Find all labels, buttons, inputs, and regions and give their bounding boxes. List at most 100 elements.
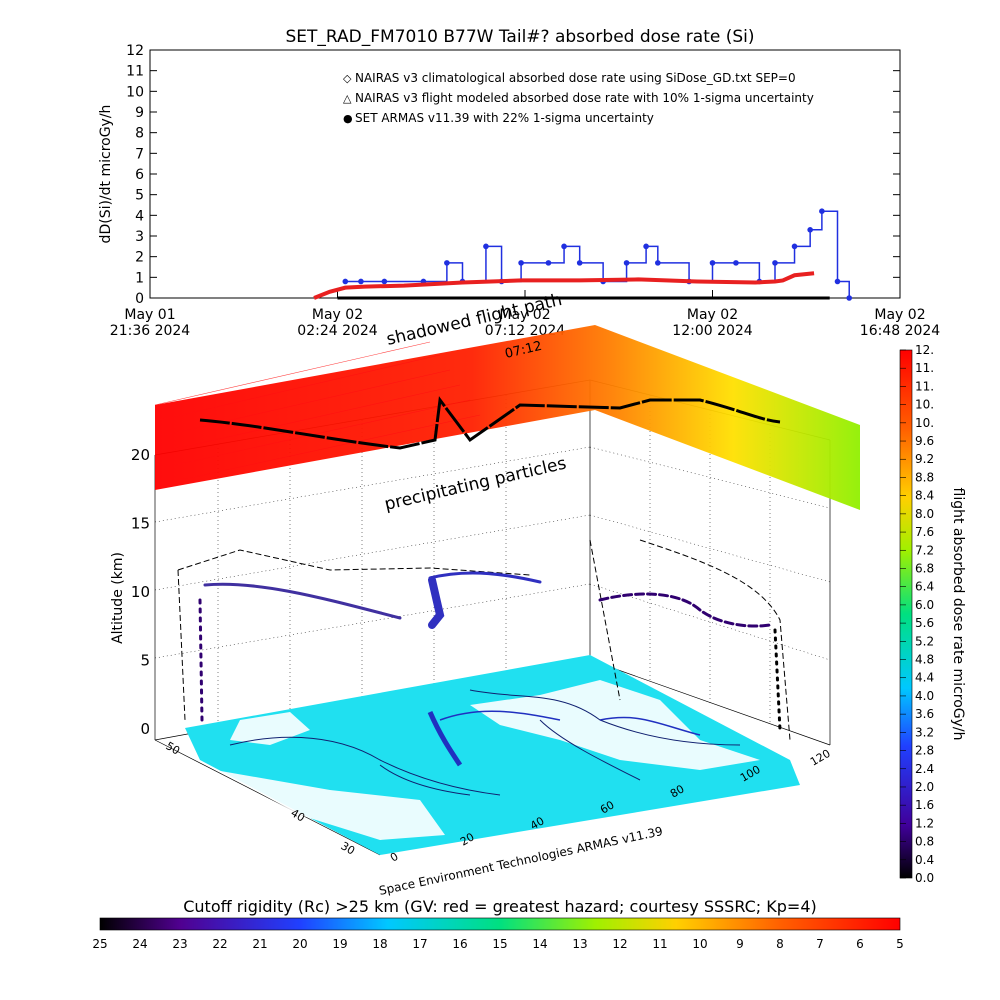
data-point-armas [709,260,716,266]
right-colorbar-tick-label: 8.4 [915,489,934,503]
bottom-colorbar-tick-label: 25 [92,937,107,951]
data-point-armas [561,243,567,250]
data-point-armas [518,260,524,266]
legend-label: NAIRAS v3 flight modeled absorbed dose r… [355,91,814,105]
altitude-tick-label: 10 [131,583,150,601]
x-tick-date: May 02 [687,307,738,323]
right-colorbar-tick-label: 4.8 [915,653,934,667]
right-colorbar-tick-label: 5.6 [915,616,934,630]
y-axis-label: dD(Si)/dt microGy/h [98,105,114,244]
legend-marker: ◇ [343,72,352,85]
bottom-colorbar-tick-label: 8 [776,937,784,951]
chart-title: SET_RAD_FM7010 B77W Tail#? absorbed dose… [285,27,754,47]
data-point-armas [545,260,552,266]
data-point-armas [576,260,583,266]
legend: ◇ NAIRAS v3 climatological absorbed dose … [343,71,814,125]
bottom-colorbar-tick-label: 9 [736,937,744,951]
y-tick-label: 11 [126,64,144,80]
altitude-tick-label: 5 [140,652,150,670]
data-point-armas [655,260,661,266]
data-point-armas [834,278,841,285]
data-point-armas [819,208,825,214]
data-point-armas [623,260,630,266]
x-tick-time: 02:24 2024 [297,323,378,339]
latitude-tick-label: 30 [339,839,358,857]
bottom-colorbar-tick-label: 15 [492,937,507,951]
x-tick-time: 16:48 2024 [860,323,941,339]
bottom-colorbar-tick-label: 11 [652,937,667,951]
right-colorbar-tick-label: 5.2 [915,634,934,648]
legend-marker: △ [343,92,352,105]
bottom-colorbar [99,917,901,931]
series-line-nairas-climatology [313,271,815,300]
bottom-colorbar-tick-label: 14 [532,937,547,951]
right-colorbar-tick-label: 10. [915,416,934,430]
right-colorbar-tick-label: 7.2 [915,543,934,557]
altitude-axis-label: Altitude (km) [110,552,126,644]
right-colorbar-tick-label: 3.2 [915,725,934,739]
flight-track [198,571,782,732]
latitude-tick-label: 40 [289,806,308,824]
right-colorbar-tick-label: 6.0 [915,598,934,612]
longitude-tick-label: 120 [808,747,833,769]
bottom-colorbar-tick-label: 13 [572,937,587,951]
y-tick-label: 9 [135,105,144,121]
right-colorbar-tick-label: 6.8 [915,561,934,575]
data-point-armas [358,278,364,285]
data-point-armas [807,227,813,233]
longitude-tick-label: 80 [668,782,687,800]
right-colorbar-tick-label: 6.4 [915,580,934,594]
right-colorbar-tick-label: 0.8 [915,835,934,849]
right-colorbar-tick-label: 10. [915,398,934,412]
y-tick-label: 12 [126,43,144,59]
altitude-tick-label: 15 [131,515,150,533]
x-tick-date: May 02 [499,307,550,323]
annotation-precipitating-particles: precipitating particles [383,454,569,515]
y-tick-label: 1 [135,270,144,286]
data-point-armas [772,260,778,266]
bottom-colorbar-tick-label: 21 [252,937,267,951]
right-colorbar-tick-label: 12. [915,343,934,357]
x-tick-time: 21:36 2024 [110,323,191,339]
bottom-colorbar-tick-label: 10 [692,937,707,951]
bottom-colorbar-tick-label: 22 [212,937,227,951]
right-colorbar-ticks: 0.0 0.4 0.8 1.2 1.6 2.0 2.4 2.8 3.2 3.6 4.0 4.4 4.8 5… [900,343,934,885]
bottom-colorbar-tick-label: 5 [896,937,904,951]
flight-track-shadow [177,539,791,741]
y-tick-label: 2 [135,250,144,266]
right-colorbar [899,349,913,879]
data-point-armas [846,295,853,301]
latitude-tick-labels: 30 40 50 [164,739,358,857]
x-tick-date: May 01 [124,307,175,323]
y-tick-label: 5 [135,188,144,204]
bottom-colorbar-tick-label: 16 [452,937,467,951]
right-colorbar-tick-label: 1.2 [915,816,934,830]
right-colorbar-tick-label: 11. [915,361,934,375]
bottom-colorbar-tick-label: 12 [612,937,627,951]
y-tick-label: 4 [135,208,144,224]
data-point-armas [643,243,649,250]
legend-marker: ● [343,112,353,125]
altitude-tick-labels: 0 5 10 15 20 [131,446,150,738]
right-colorbar-tick-label: 11. [915,379,934,393]
longitude-tick-label: 60 [598,798,617,816]
right-colorbar-tick-label: 2.8 [915,744,934,758]
legend-label: SET ARMAS v11.39 with 22% 1-sigma uncert… [355,111,654,125]
latitude-tick-label: 50 [164,739,183,757]
altitude-tick-label: 20 [131,446,150,464]
right-colorbar-tick-label: 4.0 [915,689,934,703]
data-point-armas [381,278,388,285]
particle-layer [154,325,860,510]
right-colorbar-tick-label: 2.4 [915,762,934,776]
series-group [313,208,853,301]
y-tick-label: 3 [135,229,144,245]
bottom-colorbar-tick-label: 20 [292,937,307,951]
right-colorbar-tick-label: 0.0 [915,871,934,885]
bottom-colorbar-tick-label: 17 [412,937,427,951]
right-colorbar-tick-label: 9.2 [915,452,934,466]
right-colorbar-tick-label: 8.0 [915,507,934,521]
right-colorbar-tick-label: 3.6 [915,707,934,721]
y-tick-label: 10 [126,84,144,100]
